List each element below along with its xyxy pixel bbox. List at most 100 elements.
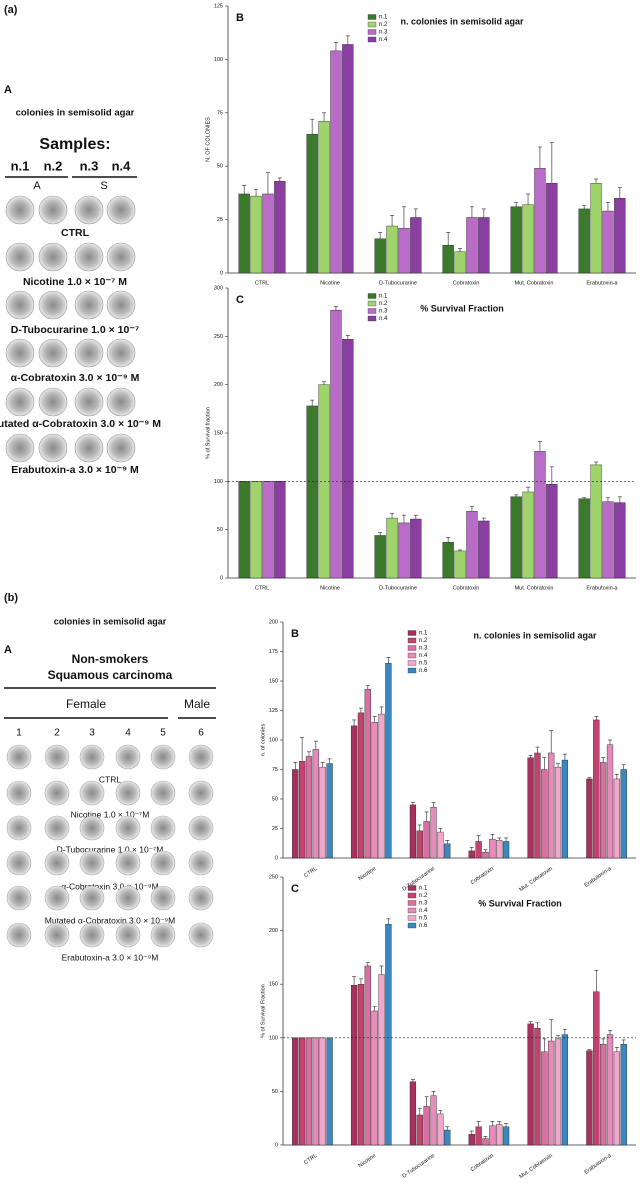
bar xyxy=(306,405,318,579)
y-axis-label: n. of colonies xyxy=(260,724,266,757)
dish xyxy=(106,290,136,320)
dish xyxy=(6,780,32,806)
dish xyxy=(74,195,104,225)
bar xyxy=(274,481,286,579)
x-tick-label: D-Tubocurarine xyxy=(379,280,417,286)
dish xyxy=(38,338,68,368)
dish xyxy=(5,195,35,225)
bar xyxy=(318,121,330,274)
x-tick-label: Erabutoxin-a xyxy=(586,280,618,286)
y-tick-label: 25 xyxy=(272,826,278,832)
x-tick-label: D-Tubocurarine xyxy=(401,1153,436,1180)
bar xyxy=(326,763,333,859)
group-label: Female xyxy=(66,697,106,711)
y-tick-label: 0 xyxy=(220,575,223,581)
bar xyxy=(306,133,318,274)
bar xyxy=(534,1027,541,1146)
row-label: Erabutoxin-a 3.0 × 10⁻⁹M xyxy=(62,952,159,962)
x-tick-label: Mut. Cobratoxin xyxy=(515,585,554,591)
dish xyxy=(5,242,35,272)
y-tick-label: 150 xyxy=(214,430,223,436)
dish xyxy=(150,744,176,770)
bar xyxy=(482,1138,489,1146)
y-tick-label: 200 xyxy=(269,928,278,934)
bar xyxy=(350,985,358,1146)
bar xyxy=(561,1034,569,1146)
bar xyxy=(342,339,354,579)
bar xyxy=(614,198,626,274)
bar xyxy=(454,251,466,274)
bar xyxy=(357,712,365,859)
bar xyxy=(600,1044,607,1146)
dish xyxy=(44,780,70,806)
bar xyxy=(378,713,385,859)
bar xyxy=(602,210,614,274)
y-tick-label: 100 xyxy=(269,737,278,743)
bar xyxy=(593,991,600,1146)
bar xyxy=(546,183,558,274)
bar xyxy=(466,217,478,274)
bar xyxy=(444,1129,451,1146)
panel-label: C xyxy=(236,294,244,306)
dish xyxy=(44,815,70,841)
x-tick-label: CTRL xyxy=(303,1153,318,1166)
group-label: Male xyxy=(184,697,210,711)
legend-label: n.4 xyxy=(419,908,428,914)
bar xyxy=(326,1037,333,1146)
bar xyxy=(541,1051,548,1146)
dish xyxy=(38,242,68,272)
column-label: 3 xyxy=(89,728,95,739)
bar xyxy=(262,481,274,579)
y-tick-label: 50 xyxy=(272,1089,278,1095)
legend-label: n.5 xyxy=(419,916,428,922)
dish xyxy=(188,744,214,770)
legend-label: n.2 xyxy=(379,22,388,28)
row-label: D-Tubocurarine 1.0 × 10⁻⁷ xyxy=(11,324,139,336)
bar xyxy=(489,1125,496,1146)
bar xyxy=(250,195,262,274)
dish xyxy=(79,780,105,806)
sample-id: n.4 xyxy=(112,158,132,173)
bar xyxy=(606,1034,614,1146)
y-tick-label: 25 xyxy=(217,217,223,223)
bar xyxy=(534,451,546,579)
figure-label: (b) xyxy=(4,592,18,604)
bar xyxy=(510,206,522,274)
sample-id: n.3 xyxy=(80,158,99,173)
dish xyxy=(74,433,104,463)
group-label: S xyxy=(100,180,107,192)
bar xyxy=(378,974,385,1146)
x-tick-label: CTRL xyxy=(255,585,269,591)
legend-label: n.1 xyxy=(379,294,388,300)
y-tick-label: 75 xyxy=(272,767,278,773)
column-label: 4 xyxy=(125,728,131,739)
dish xyxy=(44,885,70,911)
legend-swatch xyxy=(407,885,417,891)
bar xyxy=(534,168,546,274)
y-tick-label: 0 xyxy=(275,1142,278,1148)
bar xyxy=(489,838,496,859)
bar xyxy=(416,830,423,859)
x-tick-label: Mut. Cobratoxin xyxy=(515,280,554,286)
bar xyxy=(593,719,600,859)
bar xyxy=(502,841,510,859)
bar xyxy=(466,511,478,579)
x-tick-label: Erabutoxin-a xyxy=(584,865,614,888)
bar xyxy=(454,550,466,579)
bar xyxy=(342,44,354,274)
dish xyxy=(79,850,105,876)
bar xyxy=(527,757,534,859)
dish xyxy=(188,850,214,876)
legend-swatch xyxy=(407,907,417,914)
dish xyxy=(150,815,176,841)
legend-swatch xyxy=(407,660,417,666)
bar xyxy=(590,183,602,274)
dish xyxy=(79,744,105,770)
dish xyxy=(74,387,104,417)
legend-label: n.1 xyxy=(419,631,428,637)
dish xyxy=(6,885,32,911)
legend-swatch xyxy=(407,667,417,674)
bar xyxy=(496,840,503,859)
dish xyxy=(106,242,136,272)
bar xyxy=(554,766,562,859)
